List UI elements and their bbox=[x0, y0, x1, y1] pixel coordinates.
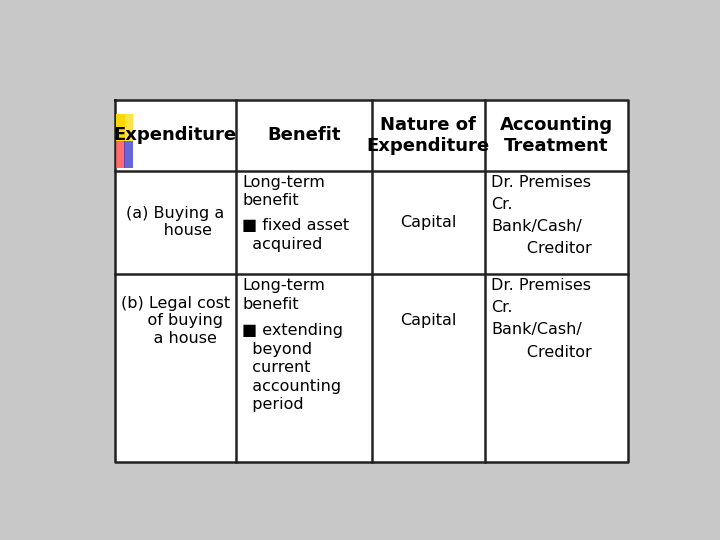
Text: (b) Legal cost
    of buying
    a house: (b) Legal cost of buying a house bbox=[121, 296, 230, 346]
Text: ■ extending
  beyond
  current
  accounting
  period: ■ extending beyond current accounting pe… bbox=[243, 323, 343, 413]
Text: Benefit: Benefit bbox=[267, 126, 341, 144]
Text: Capital: Capital bbox=[400, 215, 456, 230]
Bar bbox=[124, 141, 133, 168]
Text: Nature of
Expenditure: Nature of Expenditure bbox=[366, 116, 490, 155]
Text: Long-term
benefit: Long-term benefit bbox=[243, 278, 325, 312]
Bar bbox=[124, 114, 133, 141]
Text: Capital: Capital bbox=[400, 313, 456, 328]
Text: (a) Buying a
     house: (a) Buying a house bbox=[126, 206, 225, 239]
Bar bbox=[117, 114, 125, 141]
Text: Accounting
Treatment: Accounting Treatment bbox=[500, 116, 613, 155]
Text: Dr. Premises
Cr.
Bank/Cash/
       Creditor: Dr. Premises Cr. Bank/Cash/ Creditor bbox=[492, 278, 592, 360]
Text: ■ fixed asset
  acquired: ■ fixed asset acquired bbox=[243, 218, 350, 252]
Text: Long-term
benefit: Long-term benefit bbox=[243, 175, 325, 208]
Text: Expenditure: Expenditure bbox=[114, 126, 237, 144]
Bar bbox=[115, 100, 629, 462]
Text: Dr. Premises
Cr.
Bank/Cash/
       Creditor: Dr. Premises Cr. Bank/Cash/ Creditor bbox=[492, 175, 592, 256]
Bar bbox=[117, 141, 125, 168]
